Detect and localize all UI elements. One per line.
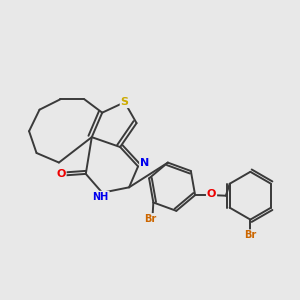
- Text: Br: Br: [144, 214, 157, 224]
- Text: Br: Br: [244, 230, 256, 240]
- Text: NH: NH: [93, 192, 109, 202]
- Text: N: N: [140, 158, 149, 168]
- Text: S: S: [121, 97, 129, 107]
- Text: O: O: [207, 189, 216, 199]
- Text: O: O: [56, 169, 66, 179]
